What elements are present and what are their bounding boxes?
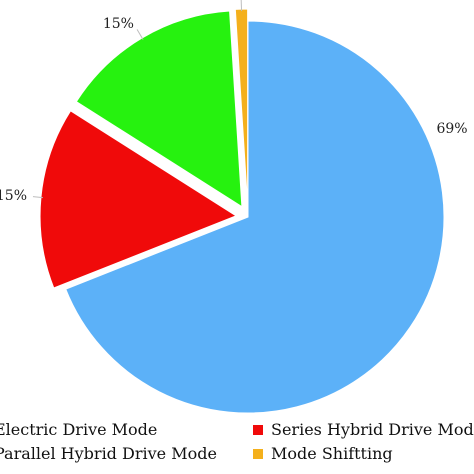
legend-swatch-mode-shiftting <box>253 449 263 459</box>
legend-label-parallel: Parallel Hybrid Drive Mode <box>0 444 217 463</box>
leader-line-parallel-hybrid-drive-mode <box>136 29 144 40</box>
legend-swatch-series <box>253 425 263 435</box>
legend-label-series: Series Hybrid Drive Mode <box>271 420 474 439</box>
data-label-parallel-hybrid-drive-mode: 15% <box>103 16 134 32</box>
data-labels: 69%15%15%1% <box>0 16 468 204</box>
data-label-electric-drive-mode: 69% <box>436 121 467 137</box>
leader-line-series-hybrid-drive-mode <box>32 196 43 199</box>
leader-line-mode-shiftting <box>240 0 243 12</box>
legend: Electric Drive Mode Series Hybrid Drive … <box>0 418 474 474</box>
leader-lines <box>32 0 243 199</box>
pie-slice-electric-drive-mode <box>65 20 445 414</box>
data-label-series-hybrid-drive-mode: 15% <box>0 188 27 204</box>
legend-item-series-hybrid-drive-mode: Series Hybrid Drive Mode <box>253 420 474 440</box>
legend-label-mode-shiftting: Mode Shiftting <box>271 444 393 463</box>
pie-slices <box>39 8 445 414</box>
legend-label-electric: Electric Drive Mode <box>0 420 158 439</box>
legend-item-mode-shiftting: Mode Shiftting <box>253 444 393 464</box>
legend-item-parallel-hybrid-drive-mode: Parallel Hybrid Drive Mode <box>0 444 217 464</box>
legend-item-electric-drive-mode: Electric Drive Mode <box>0 420 157 440</box>
